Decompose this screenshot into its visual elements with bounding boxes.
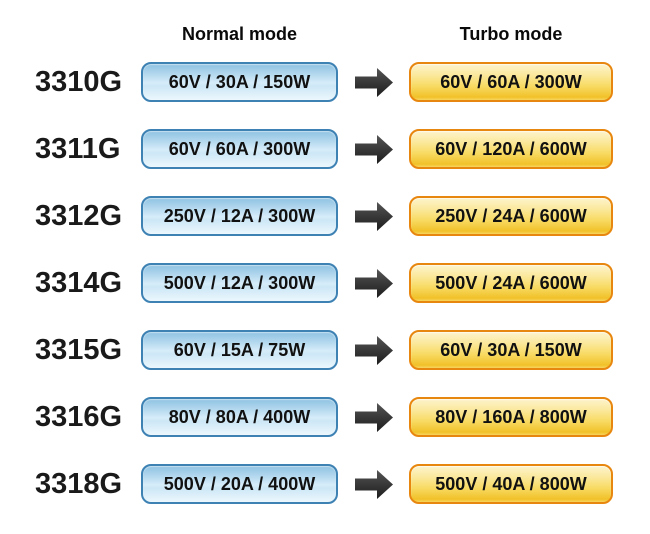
model-label: 3310G bbox=[35, 66, 123, 98]
arrow-right-icon bbox=[338, 67, 409, 98]
model-label: 3312G bbox=[35, 200, 123, 232]
normal-mode-badge: 500V / 12A / 300W bbox=[141, 263, 338, 303]
model-row-3316g: 3316G 80V / 80A / 400W 80V / 160A / 800W bbox=[0, 397, 613, 437]
turbo-mode-header: Turbo mode bbox=[459, 24, 563, 44]
turbo-mode-badge: 500V / 40A / 800W bbox=[409, 464, 613, 504]
turbo-mode-badge: 250V / 24A / 600W bbox=[409, 196, 613, 236]
normal-mode-badge: 60V / 15A / 75W bbox=[141, 330, 338, 370]
model-label: 3311G bbox=[35, 133, 121, 165]
turbo-mode-badge: 60V / 120A / 600W bbox=[409, 129, 613, 169]
turbo-mode-badge: 60V / 60A / 300W bbox=[409, 62, 613, 102]
model-row-3318g: 3318G 500V / 20A / 400W 500V / 40A / 800… bbox=[0, 464, 613, 504]
arrow-right-icon bbox=[338, 201, 409, 232]
normal-mode-badge: 60V / 30A / 150W bbox=[141, 62, 338, 102]
model-row-3314g: 3314G 500V / 12A / 300W 500V / 24A / 600… bbox=[0, 263, 613, 303]
model-label: 3315G bbox=[35, 334, 123, 366]
model-row-3312g: 3312G 250V / 12A / 300W 250V / 24A / 600… bbox=[0, 196, 613, 236]
turbo-mode-badge: 60V / 30A / 150W bbox=[409, 330, 613, 370]
model-rows: 3310G 60V / 30A / 150W 60V / 60A / 300W … bbox=[0, 62, 613, 504]
normal-mode-header: Normal mode bbox=[181, 24, 298, 44]
arrow-right-icon bbox=[338, 469, 409, 500]
model-row-3311g: 3311G 60V / 60A / 300W 60V / 120A / 600W bbox=[0, 129, 613, 169]
arrow-right-icon bbox=[338, 335, 409, 366]
arrow-right-icon bbox=[338, 134, 409, 165]
normal-mode-badge: 250V / 12A / 300W bbox=[141, 196, 338, 236]
model-row-3310g: 3310G 60V / 30A / 150W 60V / 60A / 300W bbox=[0, 62, 613, 102]
arrow-right-icon bbox=[338, 402, 409, 433]
normal-mode-badge: 500V / 20A / 400W bbox=[141, 464, 338, 504]
normal-mode-badge: 60V / 60A / 300W bbox=[141, 129, 338, 169]
model-label: 3314G bbox=[35, 267, 123, 299]
model-label: 3316G bbox=[35, 401, 123, 433]
turbo-mode-badge: 80V / 160A / 800W bbox=[409, 397, 613, 437]
arrow-right-icon bbox=[338, 268, 409, 299]
model-label: 3318G bbox=[35, 468, 123, 500]
normal-mode-badge: 80V / 80A / 400W bbox=[141, 397, 338, 437]
model-row-3315g: 3315G 60V / 15A / 75W 60V / 30A / 150W bbox=[0, 330, 613, 370]
turbo-mode-badge: 500V / 24A / 600W bbox=[409, 263, 613, 303]
